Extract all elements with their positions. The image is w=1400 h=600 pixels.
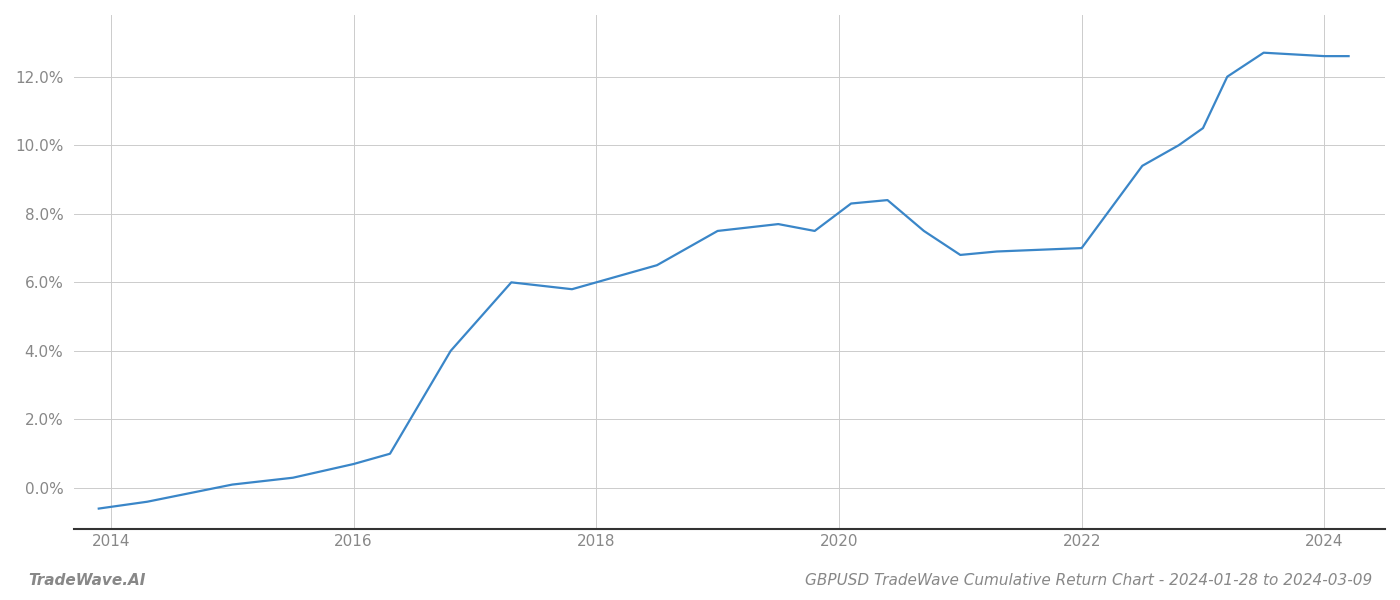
- Text: GBPUSD TradeWave Cumulative Return Chart - 2024-01-28 to 2024-03-09: GBPUSD TradeWave Cumulative Return Chart…: [805, 573, 1372, 588]
- Text: TradeWave.AI: TradeWave.AI: [28, 573, 146, 588]
